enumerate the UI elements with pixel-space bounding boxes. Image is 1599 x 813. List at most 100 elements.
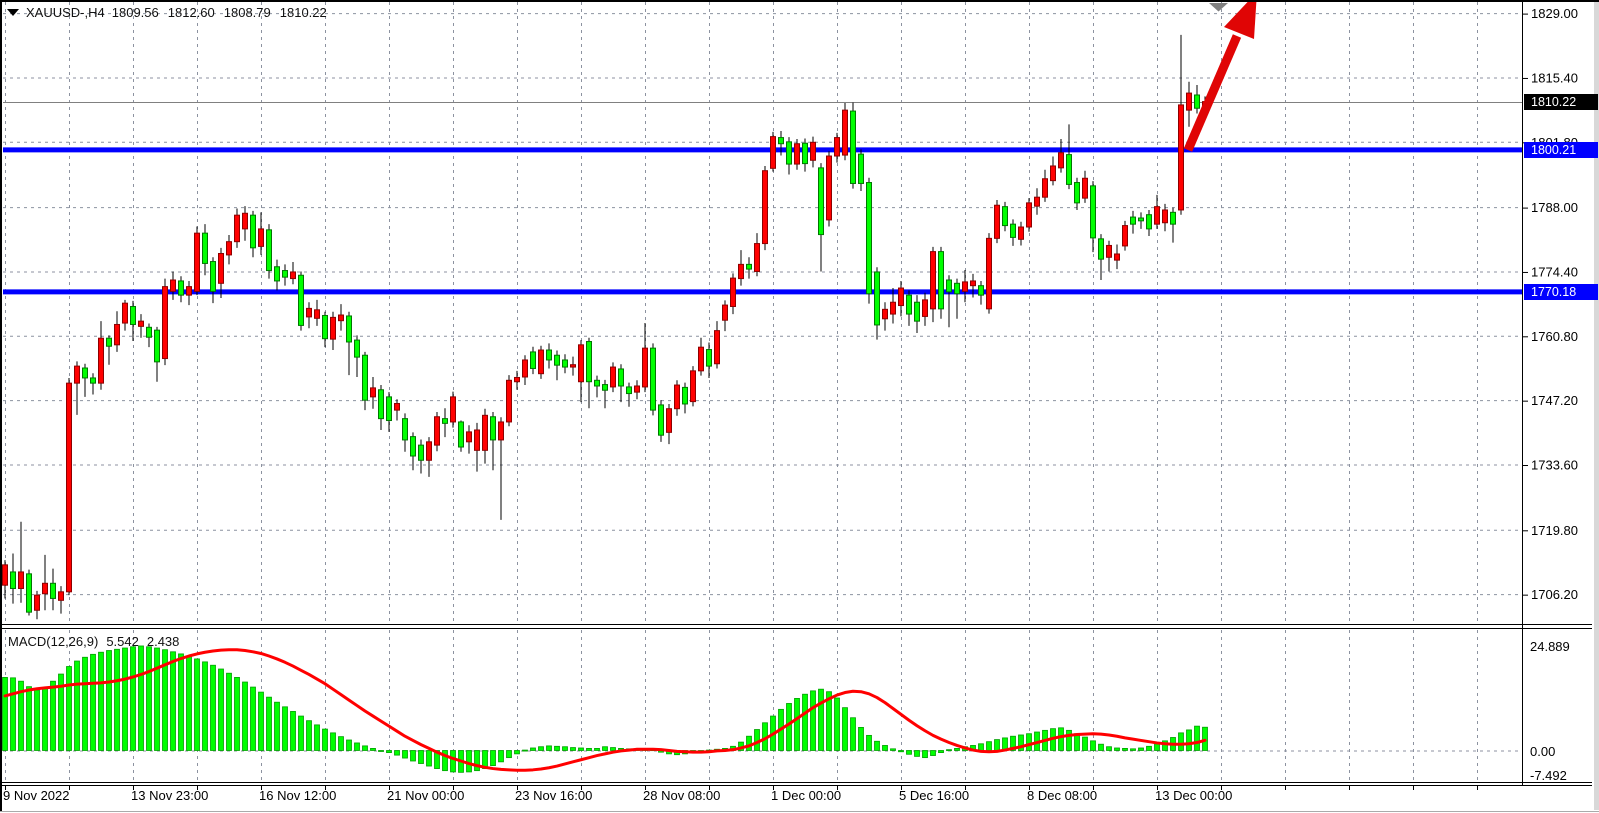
candle-body: [130, 305, 136, 325]
candle-body: [898, 287, 904, 307]
price-tick-label: 1706.20: [1531, 587, 1578, 602]
symbol-dropdown-icon[interactable]: [7, 9, 19, 16]
trend-arrow[interactable]: [1183, 0, 1257, 152]
time-axis[interactable]: 9 Nov 2022 13 Nov 23:00 16 Nov 12:00 21 Nov…: [3, 786, 1478, 803]
candle-body: [258, 228, 264, 247]
candle-body: [250, 214, 256, 249]
candle-body: [994, 204, 1000, 239]
macd-bar: [10, 677, 16, 751]
candle-body: [778, 137, 784, 145]
macd-bar: [138, 645, 144, 751]
candle-body: [26, 573, 32, 613]
candle-body: [170, 279, 176, 292]
resistance-level-badge[interactable]: 1800.21: [1524, 141, 1598, 158]
candle-body: [530, 351, 536, 369]
candle-body: [154, 329, 160, 363]
current-price-badge: 1810.22: [1524, 94, 1598, 111]
macd-bar: [842, 707, 848, 751]
candle-body: [730, 277, 736, 307]
macd-signal-line: [3, 648, 1207, 772]
candle-body: [602, 384, 608, 391]
candle-body: [1122, 225, 1128, 247]
macd-bar: [74, 660, 80, 751]
candle-body: [114, 323, 120, 346]
candle-body: [946, 279, 952, 293]
candle-body: [650, 347, 656, 411]
candle-body: [698, 346, 704, 372]
candle-body: [50, 582, 56, 599]
macd-bar: [274, 701, 280, 751]
macd-bar: [338, 736, 344, 751]
macd-bar: [426, 750, 432, 767]
macd-bar: [1106, 746, 1112, 751]
candle-body: [1018, 226, 1024, 240]
macd-bar: [1122, 748, 1128, 751]
macd-bar: [1090, 740, 1096, 751]
candle-body: [1002, 206, 1008, 227]
close-value: 1810.22: [279, 5, 327, 20]
candle-body: [482, 414, 488, 451]
candle-body: [826, 155, 832, 221]
time-tick-label: 16 Nov 12:00: [259, 788, 336, 803]
candle-body: [1058, 152, 1064, 169]
candle-body: [882, 308, 888, 320]
macd-bar: [938, 750, 944, 753]
macd-bar: [418, 750, 424, 764]
macd-bar: [282, 706, 288, 751]
candle-body: [106, 337, 112, 347]
macd-bar: [874, 740, 880, 751]
time-tick-label: 1 Dec 00:00: [771, 788, 841, 803]
candle-body: [706, 349, 712, 367]
low-value: 1808.79: [223, 5, 271, 20]
macd-bar: [906, 750, 912, 755]
candle-body: [1194, 94, 1200, 109]
candle-body: [138, 320, 144, 327]
candle-body: [722, 304, 728, 321]
support-level-badge[interactable]: 1770.18: [1524, 283, 1598, 300]
horizontal-level-lines[interactable]: [3, 147, 1522, 295]
macd-bar: [890, 748, 896, 751]
macd-bar: [1194, 725, 1200, 751]
candle-body: [626, 386, 632, 395]
macd-bar: [802, 693, 808, 751]
price-tick-label: 1829.00: [1531, 6, 1578, 21]
candle-body: [474, 429, 480, 451]
candle-body: [74, 365, 80, 384]
macd-bar: [1082, 736, 1088, 751]
candle-body: [762, 170, 768, 245]
candle-body: [490, 416, 496, 441]
candle-body: [426, 441, 432, 461]
candle-body: [834, 137, 840, 157]
macd-bar: [946, 749, 952, 752]
candle-body: [770, 136, 776, 169]
candle-body: [266, 229, 272, 272]
macd-main-value: 5.542: [106, 634, 139, 649]
candle-body: [506, 379, 512, 423]
candle-body: [1146, 214, 1152, 230]
macd-bar: [58, 673, 64, 751]
top-marker-icon[interactable]: [1209, 3, 1228, 12]
candle-body: [962, 281, 968, 292]
macd-bar: [746, 735, 752, 751]
macd-bar: [506, 750, 512, 759]
candle-body: [178, 280, 184, 296]
macd-bar: [578, 747, 584, 751]
macd-bar: [394, 750, 400, 756]
candle-body: [738, 263, 744, 280]
candle-body: [754, 243, 760, 272]
candle-body: [634, 385, 640, 393]
candle-body: [610, 366, 616, 388]
candle-body: [586, 341, 592, 383]
candle-body: [386, 396, 392, 422]
candle-body: [890, 301, 896, 315]
macd-bar: [258, 691, 264, 751]
candle-body: [786, 141, 792, 165]
macd-bar: [186, 656, 192, 751]
macd-bar: [554, 745, 560, 751]
macd-bar: [954, 748, 960, 751]
macd-bar: [402, 750, 408, 759]
candle-body: [202, 232, 208, 264]
